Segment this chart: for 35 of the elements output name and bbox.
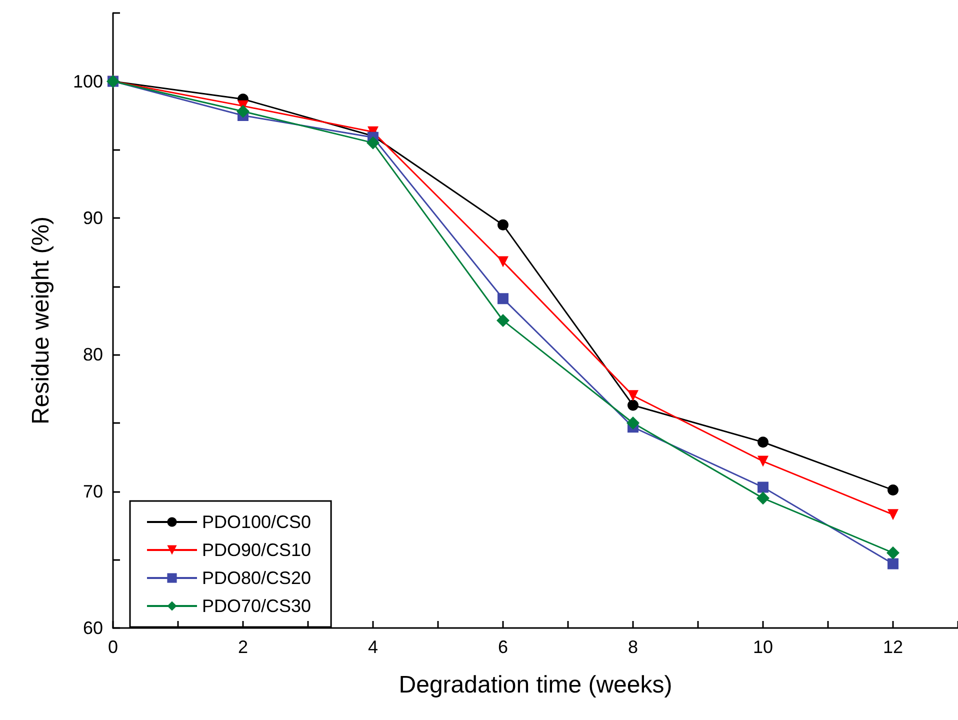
point	[628, 390, 638, 402]
x-axis-title: Degradation time (weeks)	[398, 672, 672, 698]
point	[886, 546, 900, 560]
point	[756, 492, 770, 505]
point	[626, 416, 640, 430]
x-tick-label: 2	[238, 637, 248, 657]
point	[498, 293, 508, 304]
y-tick-label: 90	[82, 208, 103, 228]
point	[758, 482, 768, 493]
point	[888, 558, 898, 570]
x-tick-label: 6	[498, 637, 508, 657]
point	[888, 484, 898, 496]
y-tick-label: 80	[82, 344, 103, 365]
legend-label: PDO70/CS30	[202, 596, 312, 616]
x-tick-label: 0	[108, 637, 118, 657]
y-tick-label: 100	[72, 71, 103, 92]
point	[628, 400, 638, 411]
point	[496, 314, 510, 327]
legend-label: PDO80/CS20	[202, 568, 312, 588]
point	[888, 509, 898, 520]
x-tick-label: 8	[628, 637, 638, 657]
x-tick-label: 12	[882, 637, 904, 657]
point	[758, 456, 768, 467]
legend-label: PDO100/CS0	[202, 512, 312, 532]
point	[758, 436, 768, 448]
legend-label: PDO90/CS10	[202, 540, 312, 560]
x-tick-label: 4	[368, 637, 378, 657]
y-axis-title: Residue weight (%)	[28, 216, 54, 425]
point	[498, 219, 508, 230]
y-tick-label: 60	[82, 618, 103, 638]
point	[498, 256, 508, 268]
x-tick-label: 10	[752, 637, 774, 657]
point	[236, 104, 250, 118]
point	[366, 136, 380, 150]
y-tick-label: 70	[82, 481, 103, 502]
